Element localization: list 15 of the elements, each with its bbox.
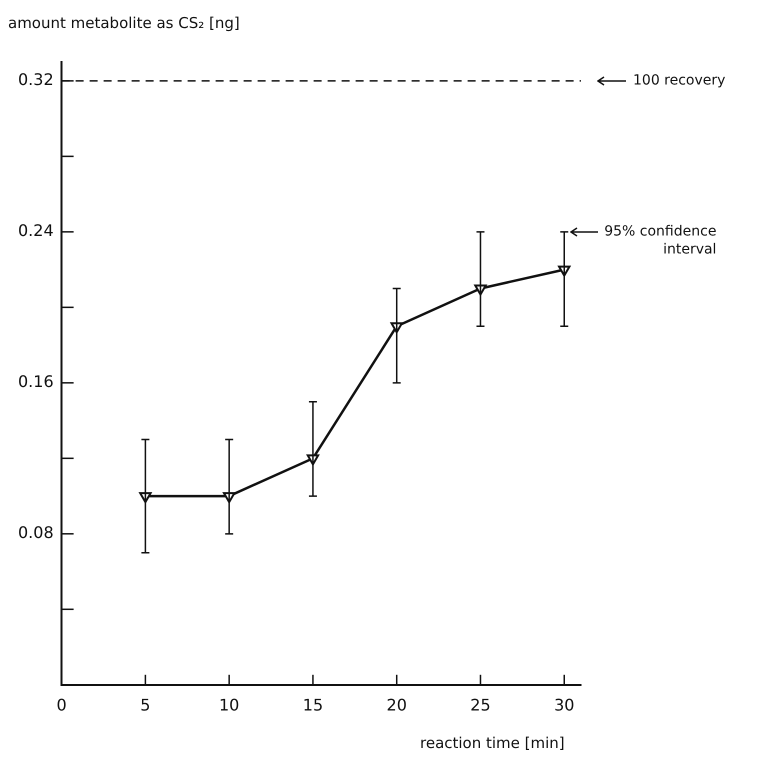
ref-line-label: 100 recovery [633,72,726,89]
x-tick-label: 0 [56,696,67,715]
y-axis-title: amount metabolite as CS₂ [ng] [8,14,240,32]
y-tick-label: 0.08 [18,522,54,542]
x-axis-title: reaction time [min] [420,734,565,752]
x-tick-label: 20 [386,696,407,715]
y-tick-label: 0.32 [18,70,54,90]
x-tick-label: 30 [554,696,574,715]
y-tick-label: 0.16 [18,372,54,391]
x-tick-label: 25 [470,696,491,715]
x-tick-label: 10 [218,696,240,715]
y-tick-label: 0.24 [18,221,54,240]
x-tick-label: 5 [140,696,150,715]
annotation: 95% confidence interval [604,223,716,258]
x-tick-label: 15 [302,696,324,715]
